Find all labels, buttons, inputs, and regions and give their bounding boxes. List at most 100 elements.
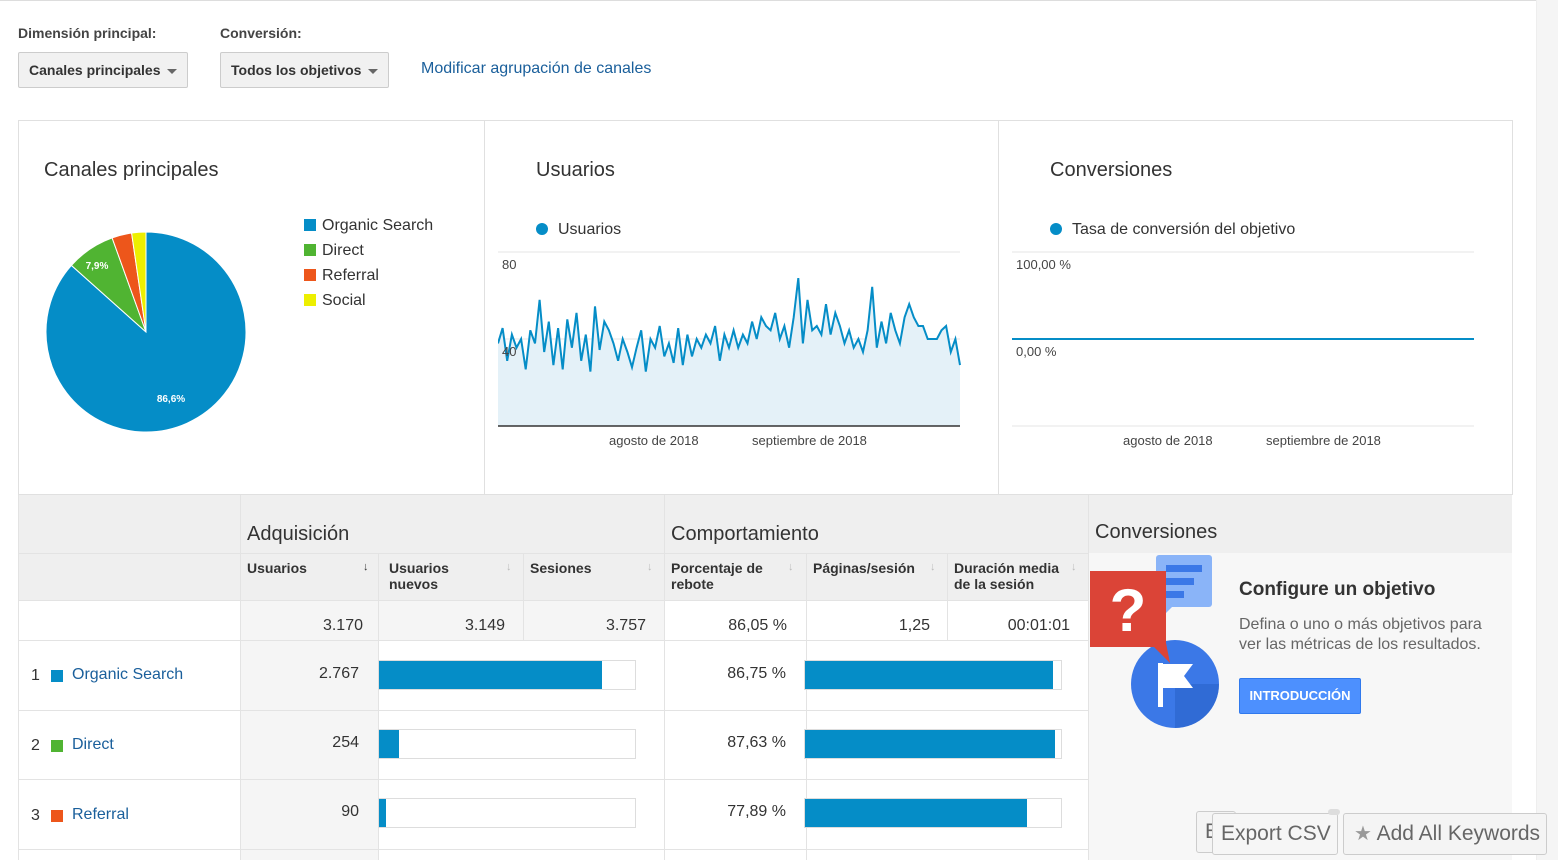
row-color-swatch <box>51 670 63 682</box>
table-corner <box>18 495 240 600</box>
data-table: Adquisición Comportamiento Conversiones … <box>18 495 1512 860</box>
pie-chart: 86,6% 7,9% <box>45 231 247 433</box>
conversions-chart <box>1012 251 1474 427</box>
row-color-swatch <box>51 810 63 822</box>
col-header-users[interactable]: Usuarios <box>247 560 307 576</box>
legend-dot <box>536 223 548 235</box>
pie-slice-social <box>131 231 147 333</box>
export-csv-button[interactable]: Export CSV <box>1212 813 1338 855</box>
divider <box>18 600 1088 601</box>
divider <box>806 553 807 860</box>
conversion-value: Todos los objetivos <box>231 62 362 78</box>
users-share-fill <box>379 661 603 689</box>
introduction-button[interactable]: INTRODUCCIÓN <box>1239 678 1361 714</box>
total-pages-session: 1,25 <box>898 617 930 634</box>
bounce-bar <box>804 660 1062 690</box>
goal-card-title: Configure un objetivo <box>1239 579 1436 600</box>
primary-dimension-label: Dimensión principal: <box>18 25 157 41</box>
y-tick-label: 80 <box>502 257 517 272</box>
total-new-users: 3.149 <box>464 617 505 634</box>
legend-item-social[interactable]: Social <box>304 291 366 311</box>
sort-icon[interactable]: ↓ <box>647 561 653 573</box>
col-header-sessions[interactable]: Sesiones <box>530 560 592 576</box>
total-sessions: 3.757 <box>605 617 646 634</box>
conversion-label: Conversión: <box>220 25 302 41</box>
divider <box>18 495 19 860</box>
sort-icon[interactable]: ↓ <box>788 561 794 573</box>
users-line <box>498 277 961 372</box>
users-share-fill <box>379 730 400 758</box>
legend-swatch <box>304 294 316 306</box>
primary-dimension-dropdown[interactable]: Canales principales <box>18 52 188 88</box>
col-header-new-users[interactable]: Usuarios nuevos <box>389 560 449 592</box>
caret-down-icon <box>368 69 378 74</box>
caret-down-icon <box>167 69 177 74</box>
y-tick-label: 0,00 % <box>1016 344 1057 359</box>
conversions-header-bg <box>1088 495 1512 553</box>
divider <box>947 553 948 640</box>
add-all-keywords-button[interactable]: ★ Add All Keywords <box>1343 813 1547 855</box>
x-tick-label: septiembre de 2018 <box>1266 433 1381 448</box>
row-index: 1 <box>31 667 40 684</box>
users-area <box>498 278 960 426</box>
divider <box>664 495 665 860</box>
modify-channel-grouping-link[interactable]: Modificar agrupación de canales <box>421 60 652 77</box>
users-column-bg <box>240 600 378 860</box>
row-index: 3 <box>31 807 40 824</box>
col-header-bounce-rate[interactable]: Porcentaje de rebote <box>671 560 763 592</box>
totals-bg <box>378 600 664 640</box>
y-tick-label: 40 <box>502 344 517 359</box>
divider <box>18 779 1088 780</box>
divider <box>18 710 1088 711</box>
users-share-fill <box>379 799 387 827</box>
star-icon: ★ <box>1354 823 1372 845</box>
pie-panel-title: Canales principales <box>44 159 219 181</box>
row-bounce-rate: 87,63 % <box>727 734 786 751</box>
group-header-conversions: Conversiones <box>1095 521 1218 543</box>
legend-dot <box>1050 223 1062 235</box>
bounce-fill <box>805 661 1053 689</box>
sort-desc-icon[interactable]: ↓ <box>363 561 369 573</box>
users-panel-title: Usuarios <box>536 159 615 181</box>
divider <box>240 495 241 860</box>
vertical-scrollbar[interactable] <box>1536 0 1558 860</box>
row-color-swatch <box>51 740 63 752</box>
legend-item-referral[interactable]: Referral <box>304 266 379 286</box>
legend-swatch <box>304 219 316 231</box>
divider <box>523 553 524 640</box>
bounce-bar <box>804 729 1062 759</box>
primary-dimension-value: Canales principales <box>29 62 161 78</box>
goal-illustration-icon: ? <box>1090 555 1219 728</box>
conversions-panel-title: Conversiones <box>1050 159 1173 181</box>
col-header-avg-duration[interactable]: Duración media de la sesión <box>954 560 1060 592</box>
row-link-direct[interactable]: Direct <box>72 736 114 753</box>
divider <box>1088 495 1089 860</box>
row-bounce-rate: 86,75 % <box>727 665 786 682</box>
legend-item-direct[interactable]: Direct <box>304 241 364 261</box>
row-link-organic-search[interactable]: Organic Search <box>72 666 184 683</box>
conversions-legend: Tasa de conversión del objetivo <box>1050 220 1295 240</box>
pie-panel: Canales principales 86,6% 7,9% Organic Se… <box>18 120 485 495</box>
sort-icon[interactable]: ↓ <box>930 561 936 573</box>
divider <box>18 553 1088 554</box>
sort-icon[interactable]: ↓ <box>506 561 512 573</box>
top-border <box>0 0 1558 2</box>
row-index: 2 <box>31 737 40 754</box>
col-header-pages-session[interactable]: Páginas/sesión <box>813 560 915 576</box>
divider <box>18 640 1088 641</box>
divider <box>378 553 379 860</box>
users-panel: Usuarios Usuarios 80 40 agosto de 2018 s… <box>484 120 999 495</box>
x-tick-label: agosto de 2018 <box>609 433 699 448</box>
svg-text:?: ? <box>1110 577 1147 644</box>
row-users: 254 <box>332 734 359 751</box>
legend-swatch <box>304 269 316 281</box>
sort-icon[interactable]: ↓ <box>1071 561 1077 573</box>
users-share-bar <box>378 798 636 828</box>
group-header-acquisition: Adquisición <box>247 523 350 545</box>
users-chart <box>498 251 961 427</box>
legend-item-organic-search[interactable]: Organic Search <box>304 216 433 236</box>
row-users: 90 <box>341 803 359 820</box>
row-link-referral[interactable]: Referral <box>72 806 129 823</box>
divider <box>18 849 1088 850</box>
conversion-dropdown[interactable]: Todos los objetivos <box>220 52 389 88</box>
